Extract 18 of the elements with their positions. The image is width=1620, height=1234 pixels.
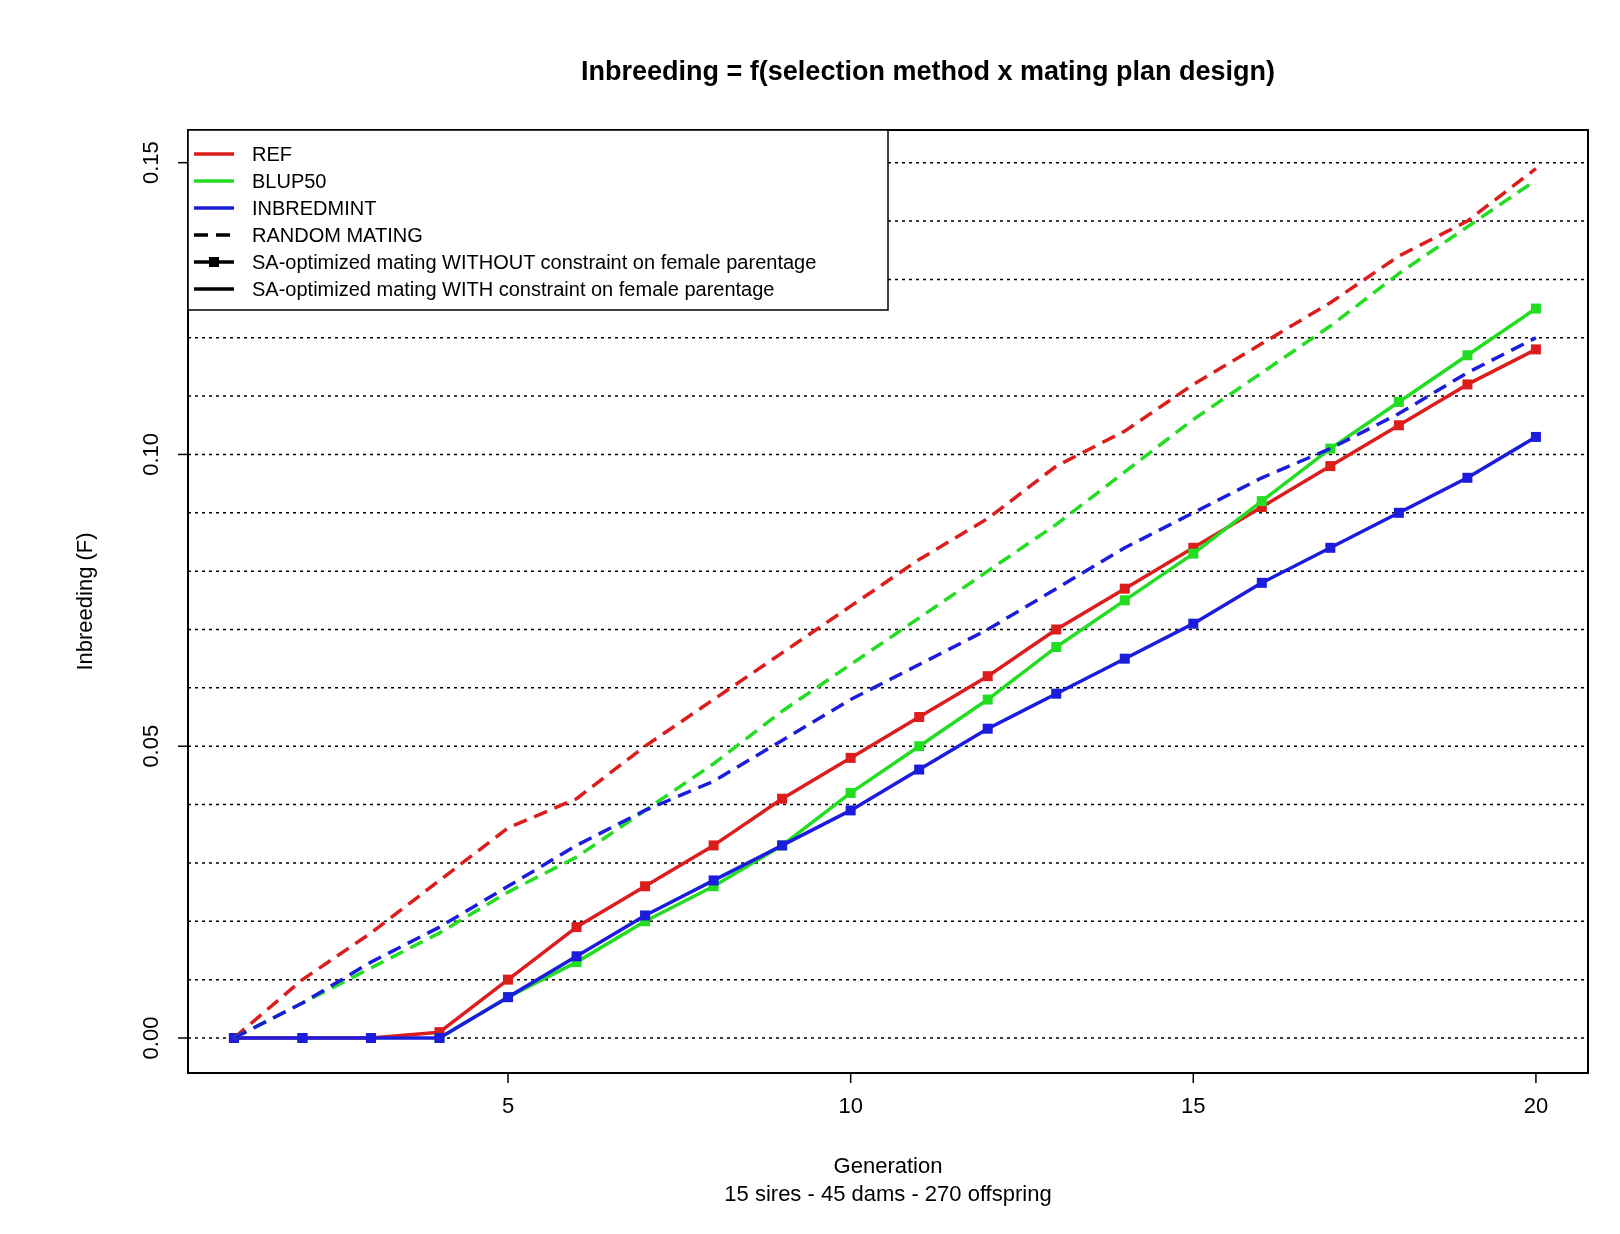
x-tick-label: 15 <box>1181 1093 1206 1118</box>
legend-label: BLUP50 <box>252 170 327 192</box>
y-tick-label: 0.15 <box>138 141 163 185</box>
legend-label: REF <box>252 143 292 165</box>
y-axis-title: Inbreeding (F) <box>72 532 97 671</box>
annotation: SA-optimized mating WITHOUT constraint on female parentage <box>252 251 817 273</box>
annotation: RANDOM MATING <box>252 224 423 246</box>
x-tick-label: 10 <box>838 1093 863 1118</box>
y-tick-label: 0.00 <box>138 1016 163 1060</box>
legend-label: INBREDMINT <box>252 197 377 219</box>
x-tick-label: 20 <box>1523 1093 1549 1118</box>
x-axis-title: Generation <box>833 1153 943 1178</box>
text: 15 sires - 45 dams - 270 offspring <box>724 1181 1052 1206</box>
x-tick-label: 5 <box>501 1093 515 1118</box>
y-tick-label: 0.10 <box>138 433 163 476</box>
y-tick-label: 0.05 <box>138 724 163 768</box>
chart-title: Inbreeding = f(selection method x mating plan design) <box>581 56 1275 86</box>
annotation: SA-optimized mating WITH constraint on female parentage <box>252 278 775 300</box>
